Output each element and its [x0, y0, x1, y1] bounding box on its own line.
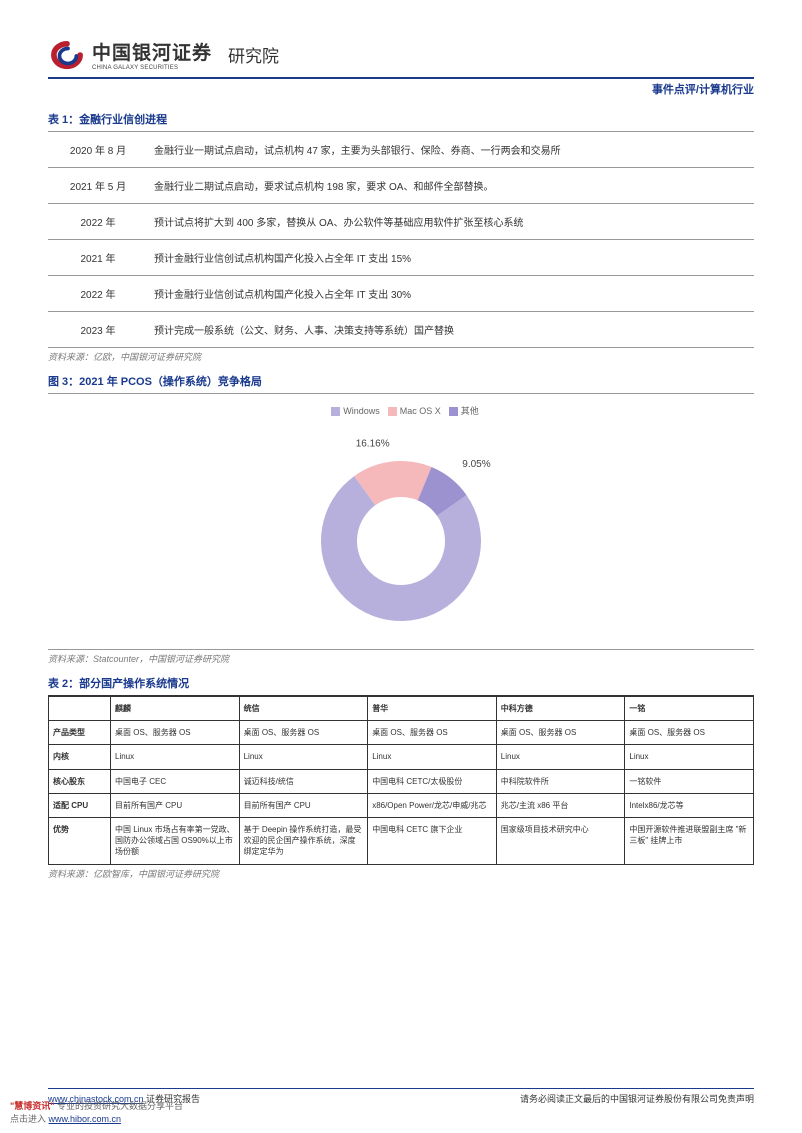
table1-title: 表 1：金融行业信创进程: [48, 111, 754, 127]
table1-desc: 预计金融行业信创试点机构国产化投入占全年 IT 支出 30%: [148, 276, 754, 312]
table2-cell: 目前所有国产 CPU: [239, 793, 368, 817]
table2-cell: 桌面 OS、服务器 OS: [625, 721, 754, 745]
table2-col-header: 麒麟: [111, 696, 240, 721]
table2-title: 表 2：部分国产操作系统情况: [48, 675, 754, 691]
donut-chart: 74.79% 16.16% 9.05%: [48, 425, 754, 649]
table1-date: 2023 年: [48, 312, 148, 348]
table2-cell: 基于 Deepin 操作系统打造，最受欢迎的民企国产操作系统，深度绑定定华为: [239, 817, 368, 864]
table2-cell: 桌面 OS、服务器 OS: [496, 721, 625, 745]
table2-col-header: 普华: [368, 696, 497, 721]
table2-cell: 中国电科 CETC 旗下企业: [368, 817, 497, 864]
table2-source: 资料来源：亿欧智库，中国银河证券研究院: [48, 867, 754, 880]
table2-cell: 中科院软件所: [496, 769, 625, 793]
table1-date: 2022 年: [48, 276, 148, 312]
table1-row: 2021 年预计金融行业信创试点机构国产化投入占全年 IT 支出 15%: [48, 240, 754, 276]
header-rule: [48, 77, 754, 79]
table2-row-key: 内核: [49, 745, 111, 769]
table1-date: 2021 年: [48, 240, 148, 276]
table2: 麒麟统信普华中科方德一铭 产品类型桌面 OS、服务器 OS桌面 OS、服务器 O…: [48, 695, 754, 865]
table2-cell: 国家级项目技术研究中心: [496, 817, 625, 864]
table2-row: 内核LinuxLinuxLinuxLinuxLinux: [49, 745, 754, 769]
legend-swatch: [331, 407, 340, 416]
donut-svg: 74.79% 16.16% 9.05%: [266, 433, 536, 633]
table1-desc: 金融行业二期试点启动，要求试点机构 198 家，要求 OA、和邮件全部替换。: [148, 168, 754, 204]
table2-cell: 中国 Linux 市场占有率第一党政、国防办公领域占国 OS90%以上市场份额: [111, 817, 240, 864]
table2-cell: x86/Open Power/龙芯/申威/兆芯: [368, 793, 497, 817]
table2-row: 优势中国 Linux 市场占有率第一党政、国防办公领域占国 OS90%以上市场份…: [49, 817, 754, 864]
table2-row-key: 优势: [49, 817, 111, 864]
chart-legend: Windows Mac OS X 其他: [48, 404, 754, 417]
chart-rule-top: [48, 393, 754, 394]
legend-label: Mac OS X: [400, 406, 441, 416]
table1-desc: 预计金融行业信创试点机构国产化投入占全年 IT 支出 15%: [148, 240, 754, 276]
watermark-line2-pre: 点击进入: [10, 1114, 49, 1124]
donut-label: 16.16%: [356, 438, 390, 449]
table2-col-header: [49, 696, 111, 721]
table1-date: 2021 年 5 月: [48, 168, 148, 204]
company-name-cn: 中国银河证券: [92, 38, 212, 65]
footer-right: 请务必阅读正文最后的中国银河证券股份有限公司免责声明: [520, 1092, 754, 1105]
watermark-brand: "慧博资讯": [10, 1101, 55, 1111]
table2-cell: Linux: [111, 745, 240, 769]
legend-swatch: [449, 407, 458, 416]
table2-col-header: 一铭: [625, 696, 754, 721]
table1-desc: 预计完成一般系统（公文、财务、人事、决策支持等系统）国产替换: [148, 312, 754, 348]
table2-cell: Linux: [239, 745, 368, 769]
table2-row-key: 适配 CPU: [49, 793, 111, 817]
galaxy-logo-icon: [48, 40, 86, 70]
watermark-link[interactable]: www.hibor.com.cn: [49, 1114, 122, 1124]
report-header: 中国银河证券 CHINA GALAXY SECURITIES 研究院: [48, 38, 754, 71]
table2-cell: Intelx86/龙芯等: [625, 793, 754, 817]
table2-row: 产品类型桌面 OS、服务器 OS桌面 OS、服务器 OS桌面 OS、服务器 OS…: [49, 721, 754, 745]
chart-title: 图 3：2021 年 PCOS（操作系统）竞争格局: [48, 373, 754, 389]
legend-label: 其他: [461, 406, 479, 416]
legend-swatch: [388, 407, 397, 416]
table2-cell: 一铭软件: [625, 769, 754, 793]
table1: 2020 年 8 月金融行业一期试点启动，试点机构 47 家，主要为头部银行、保…: [48, 131, 754, 348]
table2-cell: Linux: [496, 745, 625, 769]
table1-row: 2022 年预计金融行业信创试点机构国产化投入占全年 IT 支出 30%: [48, 276, 754, 312]
table2-row: 核心股东中国电子 CEC诚迈科技/统信中国电科 CETC/太极股份中科院软件所一…: [49, 769, 754, 793]
table1-row: 2020 年 8 月金融行业一期试点启动，试点机构 47 家，主要为头部银行、保…: [48, 132, 754, 168]
table2-cell: 中国电科 CETC/太极股份: [368, 769, 497, 793]
chart-rule-bot: [48, 649, 754, 650]
table1-desc: 金融行业一期试点启动，试点机构 47 家，主要为头部银行、保险、券商、一行两会和…: [148, 132, 754, 168]
table2-col-header: 中科方德: [496, 696, 625, 721]
table2-cell: 诚迈科技/统信: [239, 769, 368, 793]
table2-cell: Linux: [368, 745, 497, 769]
table2-row: 适配 CPU目前所有国产 CPU目前所有国产 CPUx86/Open Power…: [49, 793, 754, 817]
table2-cell: 桌面 OS、服务器 OS: [368, 721, 497, 745]
donut-label: 9.05%: [462, 459, 490, 470]
table1-desc: 预计试点将扩大到 400 多家，替换从 OA、办公软件等基础应用软件扩张至核心系…: [148, 204, 754, 240]
table1-row: 2022 年预计试点将扩大到 400 多家，替换从 OA、办公软件等基础应用软件…: [48, 204, 754, 240]
table1-date: 2022 年: [48, 204, 148, 240]
legend-label: Windows: [343, 406, 380, 416]
institute-label: 研究院: [228, 42, 279, 67]
watermark: "慧博资讯" 专业的投资研究大数据分享平台 点击进入 www.hibor.com…: [10, 1099, 183, 1125]
watermark-line1: 专业的投资研究大数据分享平台: [55, 1101, 184, 1111]
table2-col-header: 统信: [239, 696, 368, 721]
breadcrumb: 事件点评/计算机行业: [48, 81, 754, 97]
table2-cell: Linux: [625, 745, 754, 769]
table2-cell: 中国开源软件推进联盟副主席 "新三板" 挂牌上市: [625, 817, 754, 864]
table2-cell: 桌面 OS、服务器 OS: [239, 721, 368, 745]
table2-cell: 中国电子 CEC: [111, 769, 240, 793]
company-name-en: CHINA GALAXY SECURITIES: [92, 65, 212, 71]
table2-cell: 桌面 OS、服务器 OS: [111, 721, 240, 745]
chart-source: 资料来源：Statcounter，中国银河证券研究院: [48, 652, 754, 665]
donut-label: 74.79%: [351, 632, 385, 633]
table1-source: 资料来源：亿欧，中国银河证券研究院: [48, 350, 754, 363]
table1-date: 2020 年 8 月: [48, 132, 148, 168]
table2-row-key: 产品类型: [49, 721, 111, 745]
table2-row-key: 核心股东: [49, 769, 111, 793]
table2-cell: 目前所有国产 CPU: [111, 793, 240, 817]
table1-row: 2021 年 5 月金融行业二期试点启动，要求试点机构 198 家，要求 OA、…: [48, 168, 754, 204]
table2-cell: 兆芯/主流 x86 平台: [496, 793, 625, 817]
table1-row: 2023 年预计完成一般系统（公文、财务、人事、决策支持等系统）国产替换: [48, 312, 754, 348]
company-logo: 中国银河证券 CHINA GALAXY SECURITIES 研究院: [48, 38, 279, 71]
